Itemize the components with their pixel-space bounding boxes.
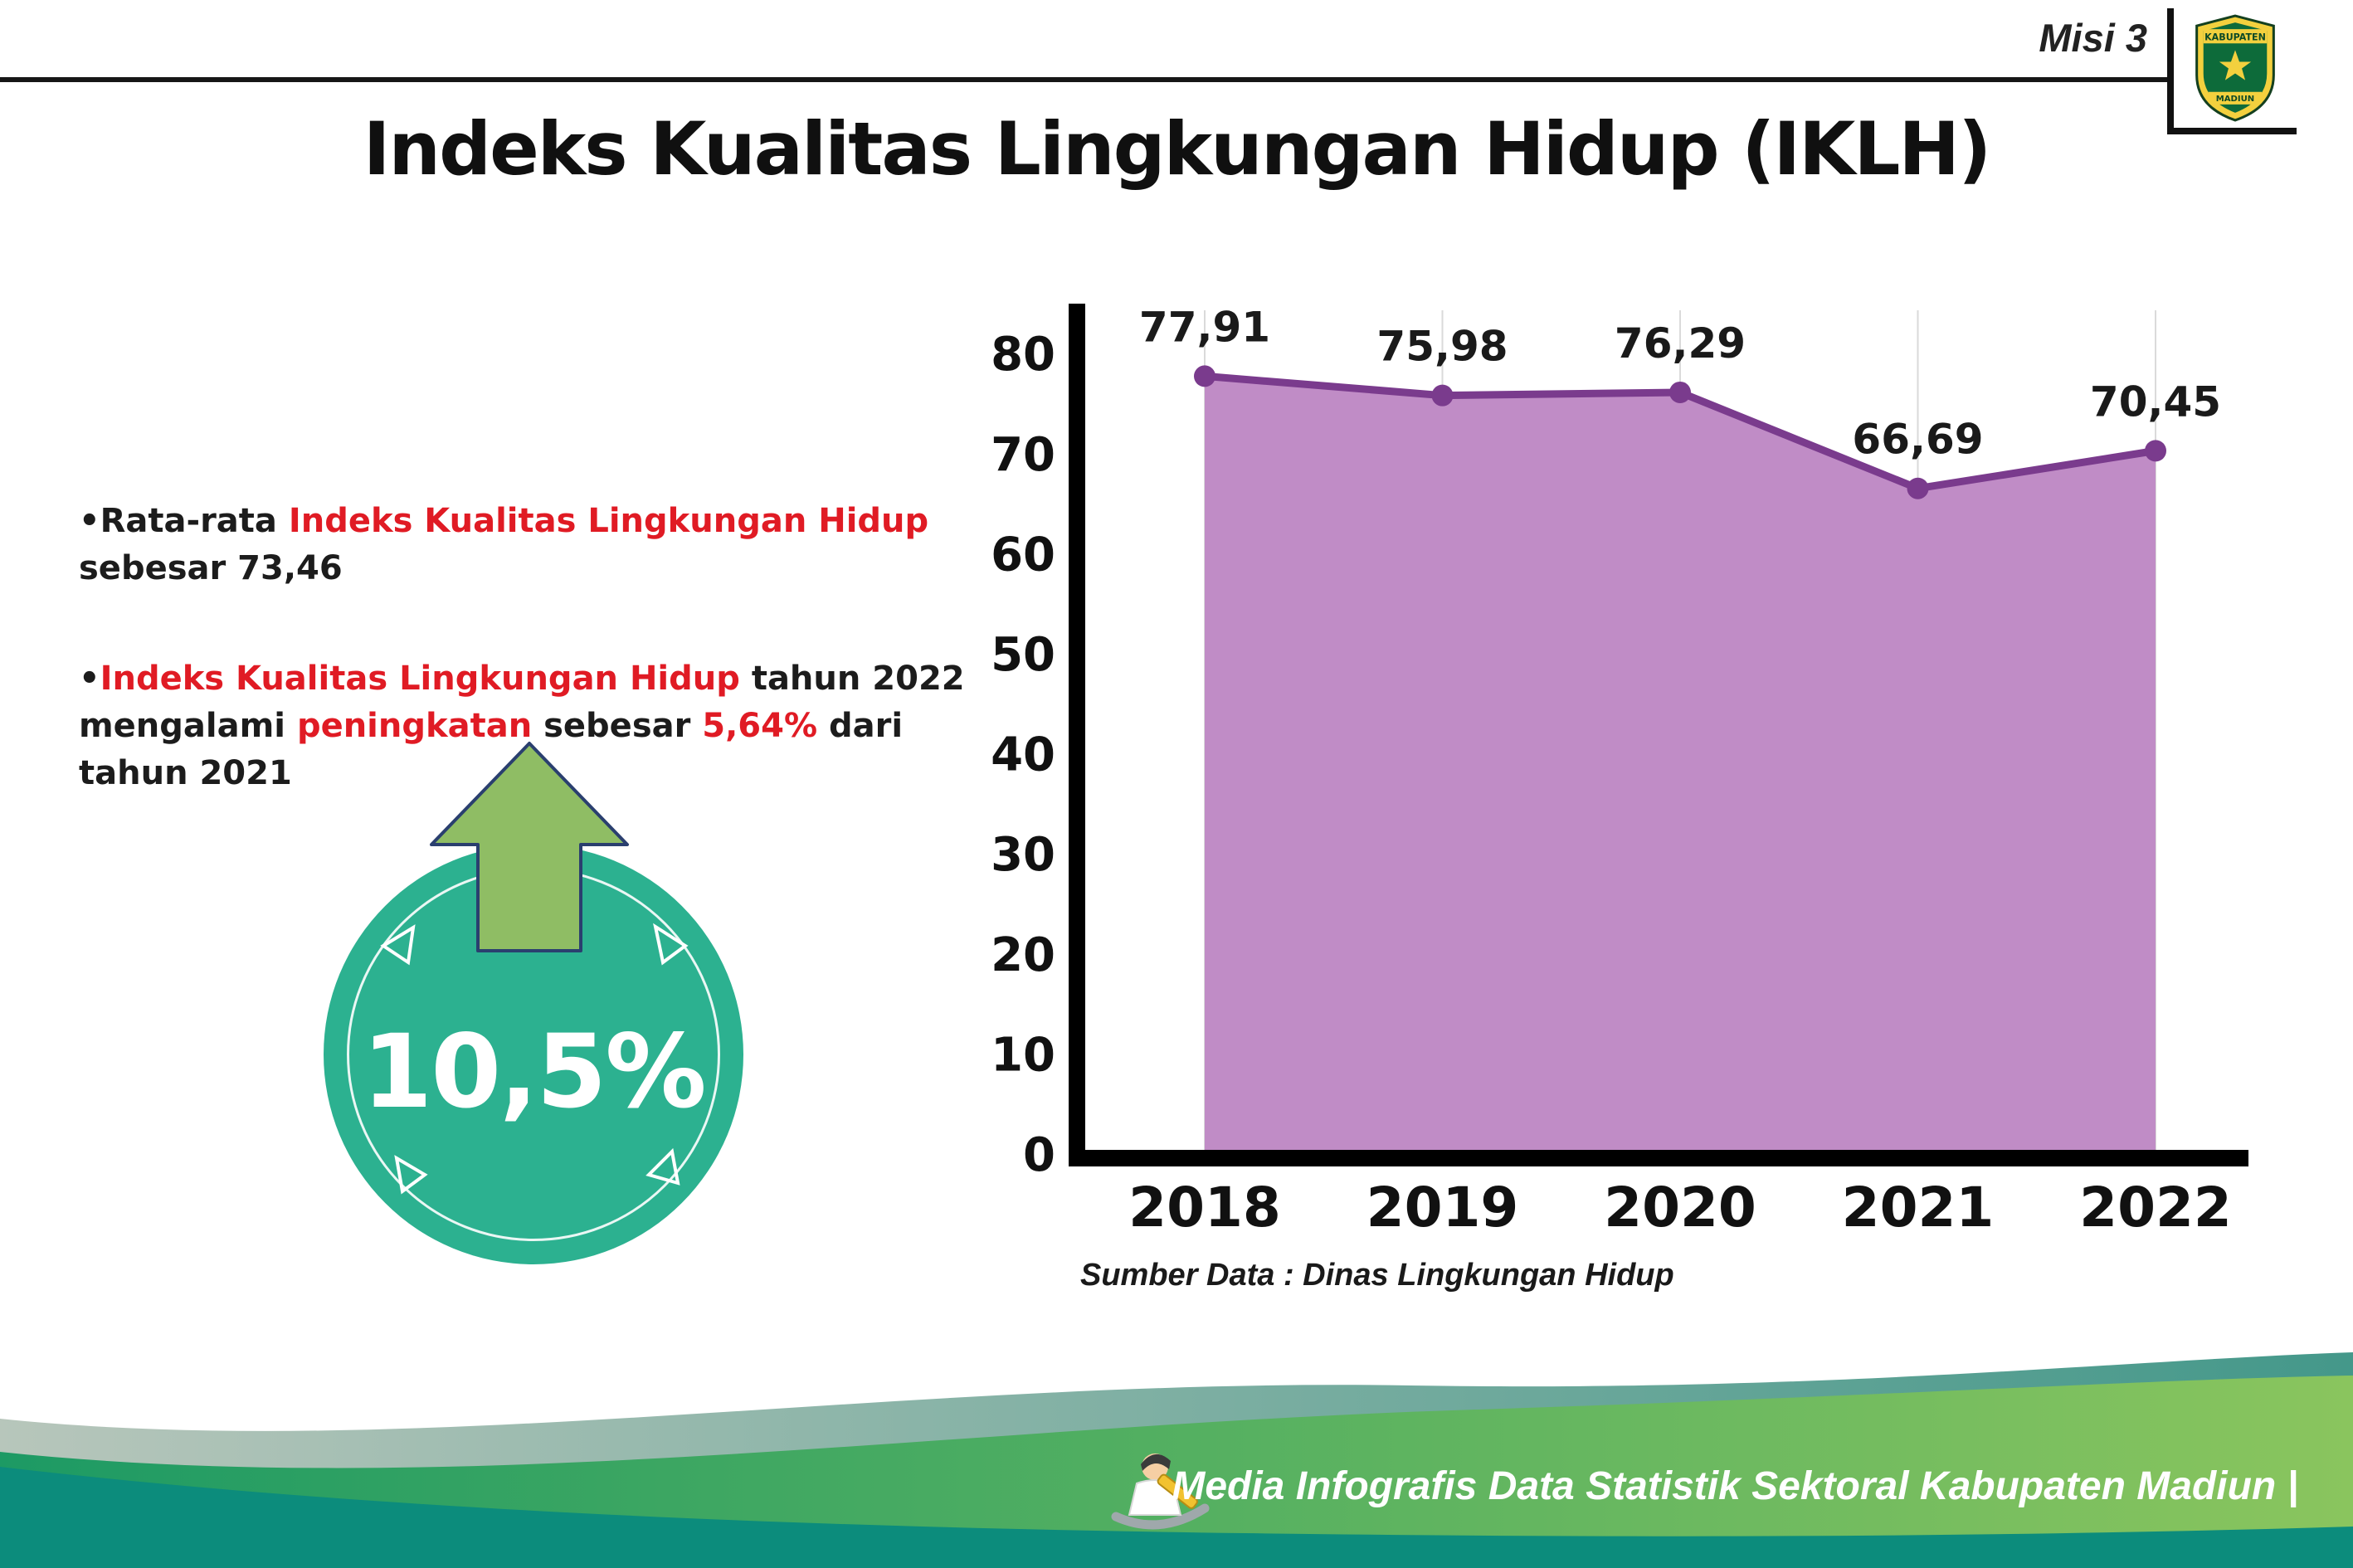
- x-tick-label: 2021: [1842, 1176, 1995, 1239]
- bullet-text-segment: tahun 2022 mengalami: [79, 660, 965, 745]
- bullet-average-iklh: •Rata-rata Indeks Kualitas Lingkungan Hi…: [79, 498, 1066, 592]
- footer-wave-decoration: [0, 1352, 2353, 1568]
- up-arrow-icon: [430, 742, 629, 952]
- badge-percentage-value: 10,5%: [362, 1013, 706, 1131]
- bullet-text-segment: •: [79, 660, 100, 698]
- area-fill: [1205, 376, 2156, 1150]
- page-title: Indeks Kualitas Lingkungan Hidup (IKLH): [363, 106, 1992, 192]
- y-tick-label: 40: [991, 728, 1055, 782]
- y-tick-label: 70: [991, 428, 1055, 482]
- wave-bottom: [0, 1467, 2353, 1568]
- misi-label: Misi 3: [2039, 16, 2147, 60]
- y-tick-label: 0: [1023, 1128, 1055, 1182]
- y-tick-label: 30: [991, 828, 1055, 882]
- data-point: [1669, 381, 1691, 403]
- value-label: 70,45: [2090, 377, 2221, 426]
- y-axis: [1069, 304, 1085, 1166]
- kabupaten-madiun-logo: KABUPATEN MADIUN: [2167, 8, 2297, 134]
- mascot-icon: [1111, 1454, 1210, 1530]
- bullet-text-segment: •Rata-rata: [79, 502, 289, 540]
- footer-caption: Media Infografis Data Statistik Sektoral…: [1172, 1464, 2298, 1508]
- value-label: 75,98: [1376, 323, 1508, 371]
- bullet-text-segment-highlight: 5,64%: [702, 706, 818, 745]
- value-label: 76,29: [1615, 319, 1746, 368]
- data-point: [1907, 477, 1929, 499]
- bullet-text-segment-highlight: peningkatan: [296, 706, 533, 745]
- bullet-text-segment: dari tahun 2021: [79, 706, 904, 792]
- badge-triangle-decorations: [380, 923, 689, 1195]
- y-tick-label: 10: [991, 1028, 1055, 1082]
- bullet-increase-iklh: •Indeks Kualitas Lingkungan Hidup tahun …: [79, 655, 1157, 796]
- y-tick-label: 20: [991, 928, 1055, 982]
- bullet-text-segment-highlight: Indeks Kualitas Lingkungan Hidup: [288, 502, 929, 540]
- header-rule: [0, 77, 2167, 82]
- bullet-text-segment-highlight: Indeks Kualitas Lingkungan Hidup: [100, 660, 740, 698]
- y-tick-label: 60: [991, 528, 1055, 582]
- data-point: [1431, 384, 1454, 407]
- x-tick-label: 2022: [2079, 1176, 2232, 1239]
- x-tick-label: 2019: [1366, 1176, 1519, 1239]
- x-tick-label: 2018: [1128, 1176, 1281, 1239]
- bullet-text-segment: sebesar 73,46: [79, 548, 343, 587]
- crest-icon: KABUPATEN MADIUN: [2195, 14, 2275, 122]
- data-point: [2145, 440, 2166, 462]
- chart-source-caption: Sumber Data : Dinas Lingkungan Hidup: [1080, 1258, 1674, 1293]
- x-tick-label: 2020: [1604, 1176, 1756, 1239]
- value-label: 77,91: [1139, 303, 1270, 351]
- x-axis: [1069, 1150, 2248, 1166]
- bullet-text-segment: sebesar: [532, 706, 703, 745]
- y-tick-label: 50: [991, 628, 1055, 682]
- value-label: 66,69: [1852, 416, 1983, 464]
- logo-top-text: KABUPATEN: [2204, 32, 2266, 42]
- logo-bottom-text: MADIUN: [2216, 95, 2255, 104]
- data-point: [1194, 365, 1215, 387]
- y-tick-label: 80: [991, 328, 1055, 382]
